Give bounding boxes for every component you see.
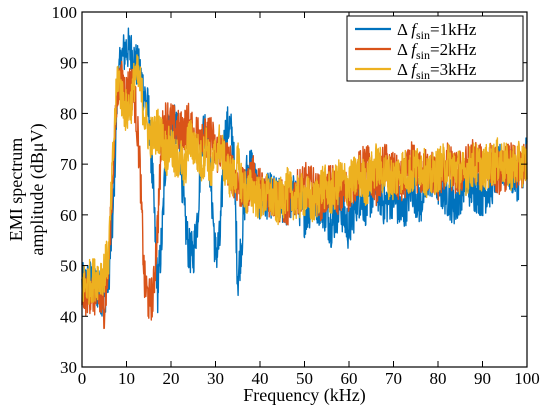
y-tick-label: 80: [60, 104, 77, 123]
series-line-3: [81, 54, 528, 305]
y-tick-label: 50: [60, 257, 77, 276]
x-tick-label: 60: [341, 369, 358, 388]
x-tick-label: 10: [118, 369, 135, 388]
y-tick-label: 70: [60, 155, 77, 174]
legend-label-2: Δ fsin=2kHz: [397, 40, 477, 62]
x-tick-label: 50: [296, 369, 313, 388]
x-tick-label: 0: [78, 369, 87, 388]
y-tick-label: 60: [60, 206, 77, 225]
y-tick-label: 30: [60, 358, 77, 377]
y-tick-label: 40: [60, 307, 77, 326]
legend-label-3: Δ fsin=3kHz: [397, 60, 477, 82]
x-tick-label: 90: [474, 369, 491, 388]
x-tick-label: 70: [385, 369, 402, 388]
y-tick-label: 90: [60, 54, 77, 73]
x-axis-title: Frequency (kHz): [243, 385, 365, 406]
y-axis-title-line2: amplitude (dBμV): [27, 123, 48, 255]
axis-ticks: [81, 11, 528, 368]
y-axis-title-line1: EMI spectrum: [6, 138, 26, 241]
y-tick-label: 100: [52, 3, 78, 22]
series-layer: [81, 27, 528, 330]
legend-label-1: Δ fsin=1kHz: [397, 20, 477, 42]
x-tick-label: 40: [252, 369, 269, 388]
x-tick-label: 20: [163, 369, 180, 388]
axis-tick-labels: 0 10 20 30 40 50 60 70 80 90 100 30 40 50 60 70 80 90 100: [52, 3, 540, 388]
x-tick-label: 30: [207, 369, 224, 388]
x-tick-label: 100: [514, 369, 540, 388]
x-tick-label: 80: [430, 369, 447, 388]
